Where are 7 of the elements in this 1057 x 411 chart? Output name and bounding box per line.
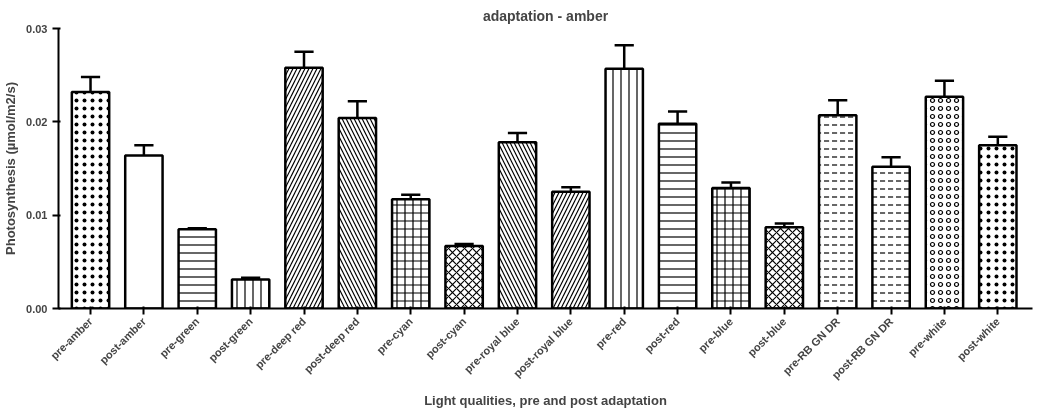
chart-title: adaptation - amber <box>482 7 609 24</box>
y-tick-label: 0.00 <box>26 302 48 315</box>
y-tick-label: 0.03 <box>26 22 48 35</box>
y-tick-label: 0.01 <box>26 209 48 222</box>
y-tick-label: 0.02 <box>26 115 48 128</box>
x-axis-title: Light qualities, pre and post adaptation <box>424 393 667 409</box>
y-axis-title: Photosynthesis (µmol/m2/s) <box>3 82 19 255</box>
